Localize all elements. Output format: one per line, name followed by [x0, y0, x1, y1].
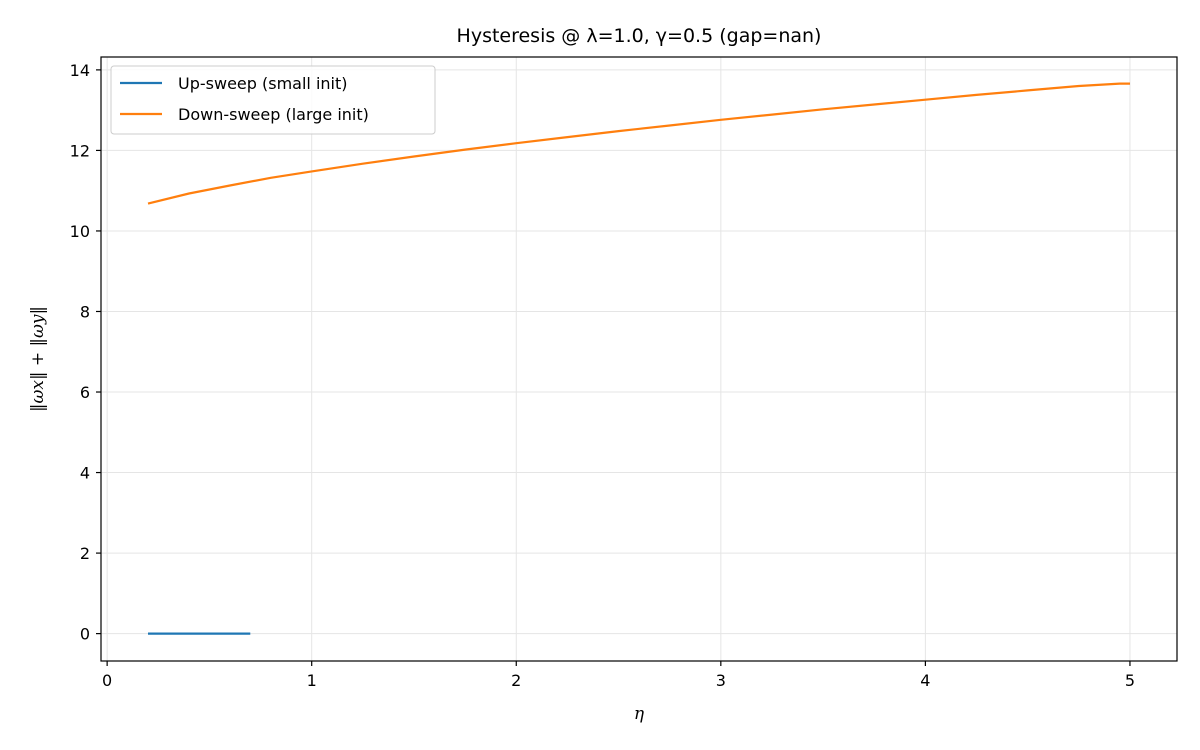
x-tick-label: 0 — [102, 671, 112, 690]
series-lines — [147, 82, 1130, 635]
y-axis-label: ‖ωx‖ + ‖ωy‖ — [28, 306, 48, 412]
y-tick-label: 14 — [70, 61, 90, 80]
legend-box — [110, 65, 436, 135]
down-sweep-line — [147, 82, 1130, 205]
y-tick-label: 2 — [80, 544, 90, 563]
grid-lines — [101, 57, 1177, 661]
y-tick-label: 8 — [80, 302, 90, 321]
x-axis-label: η — [634, 704, 645, 724]
y-tick-label: 10 — [70, 222, 90, 241]
legend: Up-sweep (small init) Down-sweep (large … — [110, 65, 436, 135]
chart-title: Hysteresis @ λ=1.0, γ=0.5 (gap=nan) — [457, 25, 822, 47]
x-tick-label: 2 — [511, 671, 521, 690]
plot-frame — [100, 56, 1178, 662]
legend-label-up-sweep: Up-sweep (small init) — [178, 74, 347, 93]
legend-label-down-sweep: Down-sweep (large init) — [178, 105, 369, 124]
y-tick-label: 0 — [80, 625, 90, 644]
x-tick-label: 4 — [920, 671, 930, 690]
x-tick-label: 3 — [716, 671, 726, 690]
y-tick-label: 6 — [80, 383, 90, 402]
y-tick-label: 12 — [70, 141, 90, 160]
x-tick-label: 5 — [1125, 671, 1135, 690]
y-tick-label: 4 — [80, 464, 90, 483]
x-tick-label: 1 — [307, 671, 317, 690]
